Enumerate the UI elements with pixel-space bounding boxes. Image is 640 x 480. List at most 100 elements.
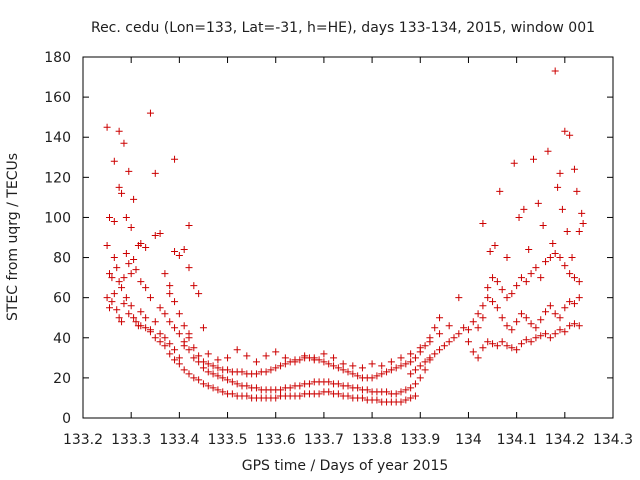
data-point: [378, 370, 386, 378]
data-point: [113, 264, 121, 272]
chart-title: Rec. cedu (Lon=133, Lat=-31, h=HE), days…: [91, 20, 595, 36]
x-tick-label: 134.2: [545, 432, 585, 448]
data-point: [508, 344, 516, 352]
data-point: [411, 366, 419, 374]
data-point: [224, 354, 232, 362]
data-point: [570, 300, 578, 308]
data-point: [551, 67, 559, 75]
data-point: [171, 324, 179, 332]
data-point: [354, 384, 362, 392]
data-point: [204, 368, 212, 376]
data-point: [445, 322, 453, 330]
data-point: [378, 362, 386, 370]
data-point: [118, 189, 126, 197]
y-tick-label: 80: [53, 251, 71, 267]
data-point: [190, 354, 198, 362]
data-point: [120, 274, 128, 282]
data-point: [310, 356, 318, 364]
y-tick-label: 60: [53, 291, 71, 307]
data-point: [436, 346, 444, 354]
data-point: [142, 244, 150, 252]
data-point: [474, 354, 482, 362]
data-point: [530, 155, 537, 163]
x-tick-label: 134.1: [497, 432, 537, 448]
data-point: [120, 139, 128, 147]
data-point: [214, 364, 222, 372]
data-point: [383, 368, 391, 376]
data-point: [262, 352, 270, 360]
data-point: [334, 364, 342, 372]
data-point: [539, 221, 547, 229]
data-point: [402, 386, 410, 394]
data-point: [252, 370, 260, 378]
data-point: [546, 254, 554, 262]
data-point: [556, 314, 564, 322]
data-point: [358, 364, 366, 372]
data-point: [130, 256, 138, 264]
data-point: [561, 127, 569, 135]
data-point: [450, 334, 458, 342]
data-point: [556, 169, 564, 177]
data-point: [416, 362, 424, 370]
data-point: [180, 322, 188, 330]
data-point: [166, 282, 174, 290]
data-point: [349, 362, 357, 370]
data-point: [460, 324, 468, 332]
data-point: [354, 372, 362, 380]
data-point: [127, 270, 135, 278]
data-point: [551, 310, 559, 318]
data-point: [373, 396, 381, 404]
data-point: [118, 318, 126, 326]
data-point: [508, 326, 516, 334]
y-tick-label: 120: [44, 170, 71, 186]
y-tick-label: 100: [44, 210, 71, 226]
data-point: [228, 378, 236, 386]
data-point: [484, 338, 492, 346]
data-point: [489, 274, 497, 282]
data-point: [315, 390, 323, 398]
data-point: [496, 187, 504, 195]
data-point: [542, 330, 550, 338]
data-point: [103, 123, 111, 131]
data-point: [568, 254, 576, 262]
data-point: [228, 390, 236, 398]
data-point: [383, 388, 391, 396]
data-point: [522, 336, 530, 344]
x-tick-label: 133.3: [111, 432, 151, 448]
data-point: [513, 318, 521, 326]
data-point: [493, 278, 501, 286]
data-point: [421, 358, 429, 366]
data-point: [431, 324, 439, 332]
data-point: [106, 270, 113, 278]
data-point: [546, 334, 554, 342]
data-point: [190, 344, 198, 352]
data-point: [479, 314, 487, 322]
data-point: [570, 165, 578, 173]
plot-frame: [82, 56, 614, 419]
data-point: [339, 366, 347, 374]
data-point: [115, 314, 123, 322]
data-point: [185, 334, 193, 342]
data-point: [551, 330, 559, 338]
data-point: [199, 324, 207, 332]
data-point: [175, 360, 183, 368]
data-point: [142, 324, 150, 332]
data-point: [175, 310, 183, 318]
data-point: [493, 342, 501, 350]
y-tick-label: 0: [62, 411, 71, 427]
data-point: [570, 320, 578, 328]
x-tick-label: 133.4: [159, 432, 199, 448]
data-point: [110, 290, 118, 298]
data-point: [515, 213, 523, 221]
data-point: [151, 231, 159, 239]
data-point: [517, 310, 525, 318]
data-point: [407, 394, 415, 402]
data-point: [224, 376, 232, 384]
data-point: [113, 306, 121, 314]
data-point: [542, 258, 550, 266]
data-point: [252, 358, 260, 366]
data-point: [579, 219, 587, 227]
data-point: [156, 229, 164, 237]
data-point: [130, 195, 138, 203]
